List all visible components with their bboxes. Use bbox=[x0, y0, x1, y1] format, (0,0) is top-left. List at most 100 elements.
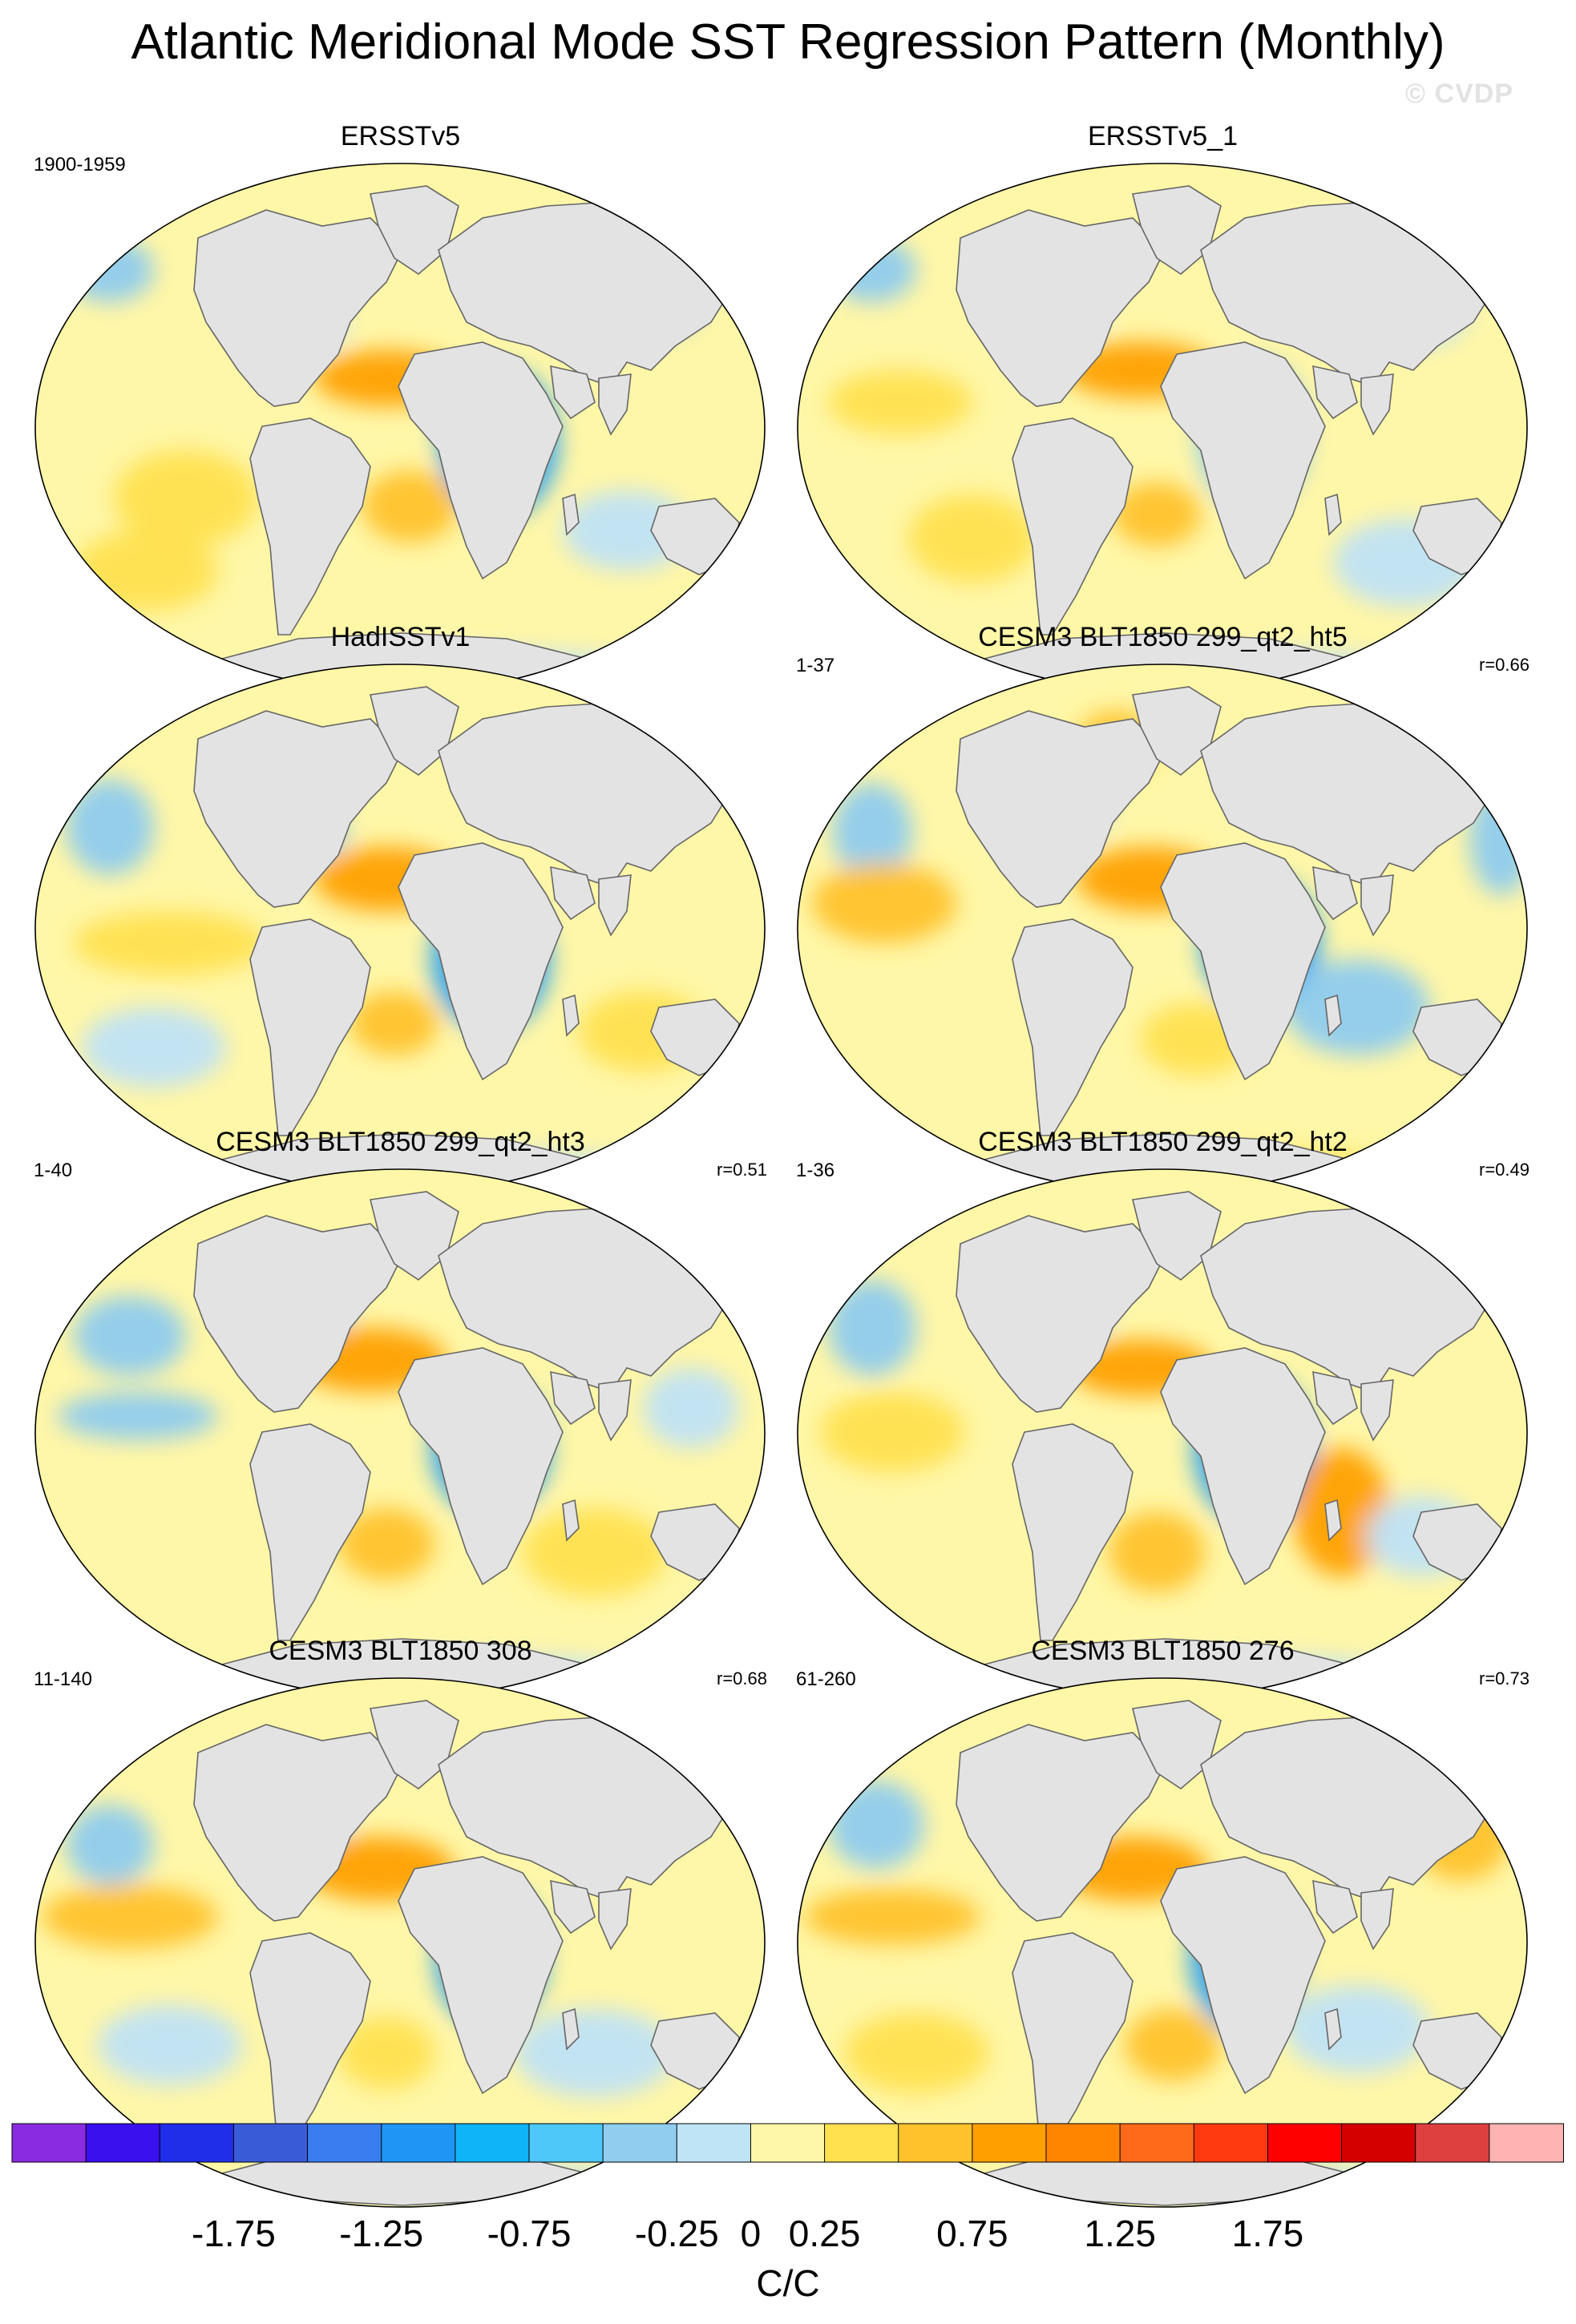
anomaly-region bbox=[362, 470, 459, 543]
colorbar-tick-label: 0.75 bbox=[936, 2213, 1008, 2254]
sst-map bbox=[34, 664, 766, 1194]
colorbar-tick-label: 1.75 bbox=[1232, 2213, 1304, 2254]
land-arabia bbox=[1312, 1879, 1358, 1935]
anomaly-region bbox=[74, 1296, 186, 1376]
panel-years-label: 1-40 bbox=[34, 1160, 73, 1181]
anomaly-region bbox=[1113, 482, 1201, 547]
land-northAmerica bbox=[193, 209, 403, 407]
colorbar-swatch bbox=[232, 2123, 309, 2163]
colorbar-tick-label: -1.25 bbox=[339, 2213, 423, 2254]
land-northAmerica bbox=[193, 1724, 403, 1922]
panel-years-label: 1-37 bbox=[796, 655, 835, 676]
land-india bbox=[598, 1379, 632, 1442]
anomaly-region bbox=[1285, 959, 1429, 1055]
map-panel: CESM3 BLT1850 276 61-260 r=0.73 bbox=[796, 1635, 1530, 2212]
anomaly-region bbox=[74, 531, 218, 611]
land-greenland bbox=[370, 185, 459, 276]
colorbar-tick-label: -0.75 bbox=[487, 2213, 572, 2254]
land-africa bbox=[398, 341, 564, 580]
land-northAmerica bbox=[956, 1215, 1166, 1413]
panel-years-label: 11-140 bbox=[34, 1668, 92, 1690]
map-border bbox=[797, 1677, 1528, 2208]
panel-title: CESM3 BLT1850 276 bbox=[1031, 1636, 1295, 1666]
anomaly-region bbox=[42, 1885, 218, 1949]
land-greenland bbox=[370, 686, 459, 777]
map-panel: CESM3 BLT1850 299_qt2_ht5 1-37 r=0.66 bbox=[796, 621, 1530, 1198]
land-madagascar bbox=[1324, 493, 1342, 536]
map-panel: CESM3 BLT1850 308 11-140 r=0.68 bbox=[34, 1635, 767, 2212]
colorbar-swatch bbox=[381, 2123, 456, 2163]
panel-title: CESM3 BLT1850 299_qt2_ht2 bbox=[978, 1127, 1348, 1157]
colorbar-swatch bbox=[824, 2123, 899, 2163]
anomaly-region bbox=[828, 1781, 924, 1869]
panel-title: CESM3 BLT1850 308 bbox=[269, 1636, 532, 1666]
land-arabia bbox=[550, 865, 596, 921]
anomaly-region bbox=[338, 1508, 434, 1580]
anomaly-region bbox=[82, 1007, 226, 1087]
land-southAmerica bbox=[249, 418, 371, 635]
land-southAmerica bbox=[1012, 418, 1134, 635]
sst-map bbox=[797, 163, 1528, 693]
panel-title: CESM3 BLT1850 299_qt2_ht3 bbox=[216, 1127, 585, 1157]
land-africa bbox=[1160, 842, 1326, 1081]
colorbar-swatch bbox=[85, 2123, 161, 2163]
land-india bbox=[598, 874, 632, 937]
page-title: Atlantic Meridional Mode SST Regression … bbox=[131, 14, 1445, 70]
colorbar-swatch bbox=[1267, 2123, 1343, 2163]
sst-map bbox=[797, 1168, 1528, 1699]
anomaly-region bbox=[66, 1805, 154, 1885]
land-northAmerica bbox=[956, 209, 1166, 407]
sst-map bbox=[797, 664, 1528, 1194]
anomaly-region bbox=[643, 1368, 739, 1448]
land-africa bbox=[1160, 341, 1326, 580]
colorbar-swatch bbox=[898, 2123, 973, 2163]
colorbar-swatch bbox=[528, 2123, 604, 2163]
panel-correlation-label: r=0.49 bbox=[1479, 1160, 1530, 1180]
colorbar-swatch bbox=[1489, 2123, 1565, 2163]
anomaly-region bbox=[515, 2009, 675, 2097]
land-arabia bbox=[1312, 365, 1358, 420]
land-northAmerica bbox=[193, 1215, 403, 1413]
colorbar-tick-label: 1.25 bbox=[1084, 2213, 1156, 2254]
panel-years-label: 1900-1959 bbox=[34, 154, 126, 176]
colorbar-swatch bbox=[750, 2123, 826, 2163]
colorbar: -1.75 -1.25 -0.75 -0.25 0 0.25 0.75 1.25 1.75 C/C bbox=[11, 2123, 1565, 2304]
anomaly-region bbox=[1285, 1985, 1429, 2073]
land-madagascar bbox=[562, 994, 580, 1037]
land-northAmerica bbox=[956, 1724, 1166, 1922]
colorbar-tick-label: -1.75 bbox=[192, 2213, 276, 2254]
colorbar-swatch bbox=[159, 2123, 235, 2163]
anomaly-region bbox=[66, 779, 154, 875]
land-madagascar bbox=[1324, 994, 1342, 1037]
panel-correlation-label: r=0.73 bbox=[1479, 1668, 1530, 1689]
colorbar-swatch bbox=[1119, 2123, 1195, 2163]
anomaly-region bbox=[350, 991, 438, 1055]
panel-years-label: 61-260 bbox=[796, 1668, 856, 1690]
anomaly-region bbox=[1125, 2009, 1221, 2081]
panel-correlation-label: r=0.66 bbox=[1479, 655, 1530, 675]
colorbar-tick-label: 0 bbox=[741, 2213, 762, 2254]
sst-map bbox=[34, 1168, 766, 1699]
land-madagascar bbox=[562, 2007, 580, 2051]
watermark: © CVDP bbox=[1405, 79, 1513, 109]
map-panel: CESM3 BLT1850 299_qt2_ht3 1-40 r=0.51 bbox=[34, 1126, 767, 1703]
land-northAmerica bbox=[193, 710, 403, 908]
map-panel: CESM3 BLT1850 299_qt2_ht2 1-36 r=0.49 bbox=[796, 1126, 1530, 1703]
colorbar-swatch bbox=[1415, 2123, 1490, 2163]
colorbar-swatch bbox=[1193, 2123, 1269, 2163]
map-panel: HadISSTv1 bbox=[34, 621, 767, 1198]
land-northAmerica bbox=[956, 710, 1166, 908]
land-india bbox=[1360, 373, 1394, 436]
colorbar-swatch bbox=[972, 2123, 1048, 2163]
land-madagascar bbox=[1324, 2007, 1342, 2051]
land-madagascar bbox=[1324, 1499, 1342, 1542]
anomaly-region bbox=[820, 1392, 964, 1472]
colorbar-unit-label: C/C bbox=[756, 2262, 819, 2304]
anomaly-region bbox=[828, 1280, 916, 1376]
sst-map bbox=[34, 163, 766, 693]
land-africa bbox=[398, 842, 564, 1081]
panel-correlation-label: r=0.68 bbox=[717, 1668, 767, 1689]
land-southAmerica bbox=[249, 918, 371, 1136]
anomaly-region bbox=[114, 450, 258, 547]
map-border bbox=[34, 1677, 766, 2208]
